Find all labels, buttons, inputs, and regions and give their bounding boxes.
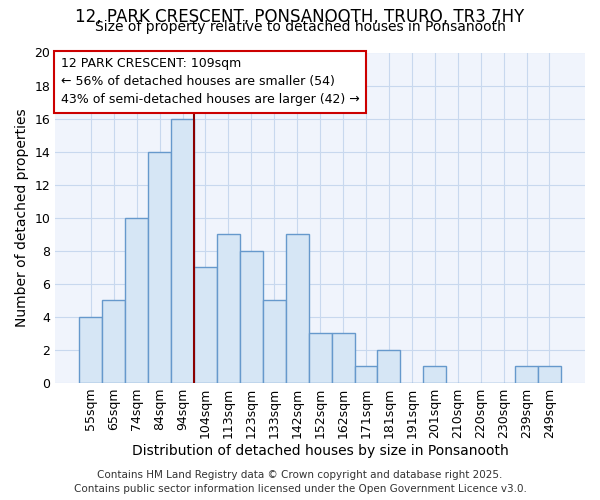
Text: 12, PARK CRESCENT, PONSANOOTH, TRURO, TR3 7HY: 12, PARK CRESCENT, PONSANOOTH, TRURO, TR… [76, 8, 524, 26]
Bar [332, 333, 355, 382]
Bar [148, 152, 171, 382]
Bar [103, 300, 125, 382]
Bar [79, 316, 103, 382]
Bar [355, 366, 377, 382]
Bar [263, 300, 286, 382]
X-axis label: Distribution of detached houses by size in Ponsanooth: Distribution of detached houses by size … [132, 444, 509, 458]
Bar [240, 250, 263, 382]
Text: Size of property relative to detached houses in Ponsanooth: Size of property relative to detached ho… [95, 20, 505, 34]
Bar [217, 234, 240, 382]
Bar [308, 333, 332, 382]
Bar [194, 267, 217, 382]
Bar [286, 234, 308, 382]
Bar [171, 118, 194, 382]
Y-axis label: Number of detached properties: Number of detached properties [15, 108, 29, 327]
Text: 12 PARK CRESCENT: 109sqm
← 56% of detached houses are smaller (54)
43% of semi-d: 12 PARK CRESCENT: 109sqm ← 56% of detach… [61, 58, 359, 106]
Bar [424, 366, 446, 382]
Bar [515, 366, 538, 382]
Text: Contains HM Land Registry data © Crown copyright and database right 2025.
Contai: Contains HM Land Registry data © Crown c… [74, 470, 526, 494]
Bar [538, 366, 561, 382]
Bar [377, 350, 400, 382]
Bar [125, 218, 148, 382]
